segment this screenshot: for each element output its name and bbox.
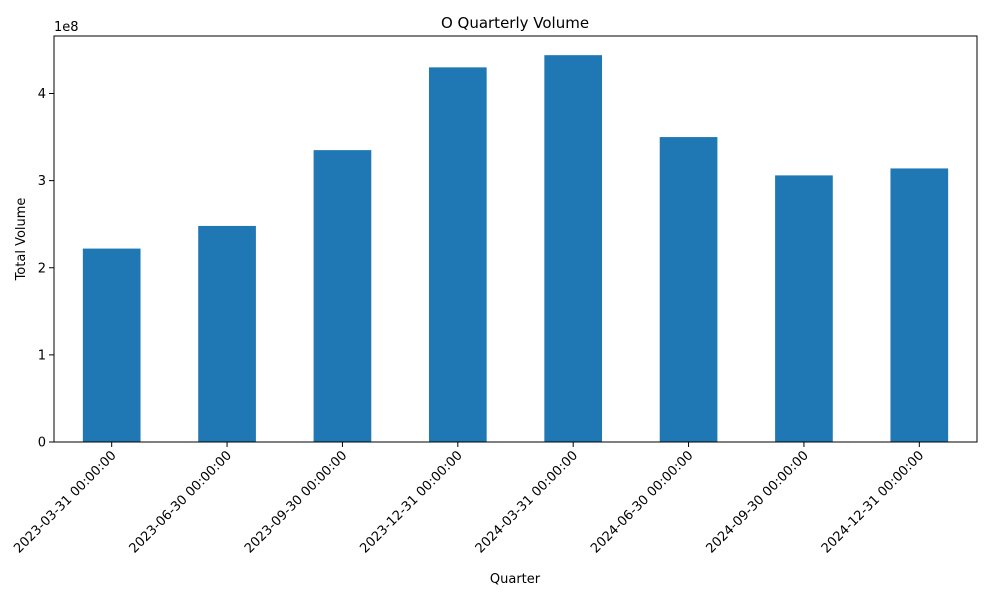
y-tick-label: 2 (38, 261, 46, 276)
y-tick-label: 0 (38, 436, 46, 451)
bar-6 (659, 137, 718, 442)
x-tick-label: 2023-03-31 00:00:00 (11, 448, 119, 556)
x-tick-label: 2024-09-30 00:00:00 (704, 448, 812, 556)
bar-2 (198, 225, 256, 442)
y-axis-label: Total Volume (14, 198, 29, 282)
y-tick-label: 4 (38, 87, 46, 102)
x-axis-label: Quarter (490, 572, 541, 587)
x-tick-label: 2023-12-31 00:00:00 (357, 448, 465, 556)
plot-frame (53, 35, 978, 443)
x-tick-label: 2023-09-30 00:00:00 (242, 448, 350, 556)
x-tick-label: 2024-03-31 00:00:00 (473, 448, 581, 556)
x-tick-label: 2023-06-30 00:00:00 (127, 448, 235, 556)
x-tick-label: 2024-06-30 00:00:00 (588, 448, 696, 556)
x-tick-label: 2024-12-31 00:00:00 (819, 448, 927, 556)
bar-1 (82, 248, 141, 442)
chart-title: O Quarterly Volume (441, 14, 589, 32)
bar-8 (890, 168, 949, 442)
bar-4 (428, 67, 487, 442)
bars-group (82, 55, 949, 442)
bar-5 (544, 55, 603, 442)
y-axis-offset-label: 1e8 (54, 20, 79, 35)
bar-3 (313, 150, 372, 442)
y-tick-label: 3 (38, 174, 46, 189)
y-tick-label: 1 (38, 348, 46, 363)
x-axis-ticks: 2023-03-31 00:00:00 2023-06-30 00:00:00 20… (11, 442, 927, 556)
bar-7 (775, 175, 833, 442)
y-axis-ticks: 0 1 2 3 4 (38, 87, 54, 451)
